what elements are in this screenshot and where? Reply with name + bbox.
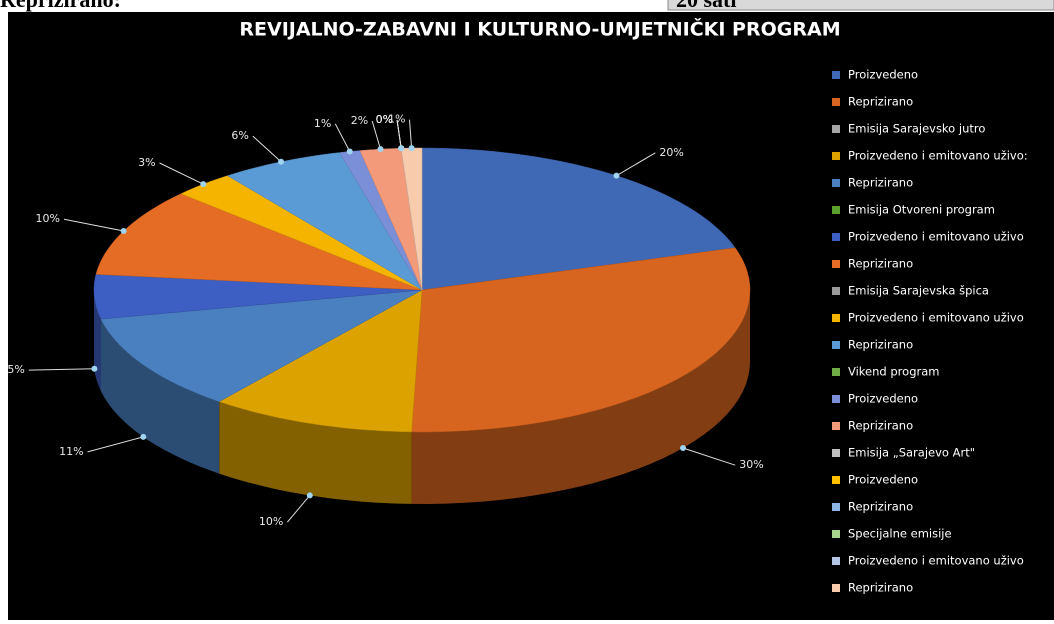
legend-label: Emisija Sarajevsko jutro xyxy=(848,122,985,136)
legend-swatch xyxy=(832,449,840,457)
label-anchor xyxy=(680,444,687,451)
legend-swatch xyxy=(832,233,840,241)
doc-box xyxy=(667,0,1054,11)
doc-text: 20 sati xyxy=(676,0,737,12)
data-label: 30% xyxy=(739,458,763,471)
data-label: 20% xyxy=(659,146,683,159)
legend-swatch xyxy=(832,152,840,160)
slice-side xyxy=(94,290,101,392)
legend-label: Proizvedeno i emitovano uživo xyxy=(848,554,1024,568)
legend-label: Emisija Sarajevska špica xyxy=(848,284,989,298)
slice xyxy=(100,289,423,402)
legend-swatch xyxy=(832,260,840,268)
leader-line xyxy=(252,135,282,163)
data-label: 1% xyxy=(314,117,331,130)
data-label: 3% xyxy=(138,156,155,169)
legend-swatch xyxy=(832,557,840,565)
leader-line xyxy=(87,436,144,453)
legend-swatch xyxy=(832,395,840,403)
legend-swatch xyxy=(832,179,840,187)
data-label: 10% xyxy=(36,212,60,225)
legend-label: Proizvedeno i emitovano uživo xyxy=(848,230,1024,244)
legend-swatch xyxy=(832,530,840,538)
data-label: 2% xyxy=(351,114,368,127)
data-label: 1% xyxy=(388,113,405,126)
legend-label: Reprizirano xyxy=(848,95,913,109)
legend-swatch xyxy=(832,98,840,106)
slice xyxy=(218,289,423,433)
leader-line xyxy=(616,152,656,177)
leader-line xyxy=(682,447,736,466)
label-anchor xyxy=(377,146,384,153)
leader-line xyxy=(28,368,95,371)
label-anchor xyxy=(346,148,353,155)
legend-label: Proizvedeno xyxy=(848,473,918,487)
doc-text: Reprizirano: xyxy=(0,0,121,12)
label-anchor xyxy=(278,158,285,165)
label-anchor xyxy=(398,145,405,152)
legend-swatch xyxy=(832,476,840,484)
data-label: 0% xyxy=(376,113,393,126)
legend-label: Reprizirano xyxy=(848,338,913,352)
label-anchor xyxy=(408,145,415,152)
label-anchor xyxy=(613,172,620,179)
data-label: 0% xyxy=(376,113,393,126)
leader-line xyxy=(409,119,413,149)
label-anchor xyxy=(120,228,127,235)
slice-side xyxy=(219,401,412,504)
slice xyxy=(93,274,423,320)
legend-label: Proizvedeno i emitovano uživo xyxy=(848,311,1024,325)
legend-label: Vikend program xyxy=(848,365,939,379)
label-anchor xyxy=(91,365,98,372)
legend-label: Reprizirano xyxy=(848,581,913,595)
legend-label: Reprizirano xyxy=(848,500,913,514)
slice-side xyxy=(101,319,220,474)
legend-label: Proizvedeno xyxy=(848,68,918,82)
legend-swatch xyxy=(832,71,840,79)
label-anchor xyxy=(200,181,207,188)
leader-line xyxy=(286,495,311,523)
legend-swatch xyxy=(832,584,840,592)
data-label: 6% xyxy=(231,129,248,142)
slice-side xyxy=(411,290,750,504)
leader-line xyxy=(396,119,402,149)
data-label: 0% xyxy=(376,113,393,126)
legend-label: Proizvedeno xyxy=(848,392,918,406)
chart-title: REVIJALNO-ZABAVNI I KULTURNO-UMJETNIČKI … xyxy=(239,17,840,41)
legend-swatch xyxy=(832,368,840,376)
legend-swatch xyxy=(832,503,840,511)
legend-label: Emisija „Sarajevo Art" xyxy=(848,446,975,460)
data-label: 10% xyxy=(259,515,283,528)
legend-label: Proizvedeno i emitovano uživo: xyxy=(848,149,1028,163)
leader-line xyxy=(159,162,204,185)
legend-label: Reprizirano xyxy=(848,419,913,433)
label-anchor xyxy=(306,492,313,499)
legend-label: Emisija Otvoreni program xyxy=(848,203,995,217)
data-label: 5% xyxy=(7,363,24,376)
legend-label: Reprizirano xyxy=(848,176,913,190)
leader-line xyxy=(371,120,381,150)
legend-swatch xyxy=(832,206,840,214)
leader-line xyxy=(334,123,351,152)
legend-swatch xyxy=(832,125,840,133)
legend-swatch xyxy=(832,422,840,430)
legend-swatch xyxy=(832,341,840,349)
label-anchor xyxy=(140,433,147,440)
legend-swatch xyxy=(832,287,840,295)
data-label: 11% xyxy=(59,445,83,458)
legend-label: Specijalne emisije xyxy=(848,527,952,541)
slice xyxy=(411,247,751,433)
legend-swatch xyxy=(832,314,840,322)
leader-line xyxy=(63,218,124,232)
legend-label: Reprizirano xyxy=(848,257,913,271)
